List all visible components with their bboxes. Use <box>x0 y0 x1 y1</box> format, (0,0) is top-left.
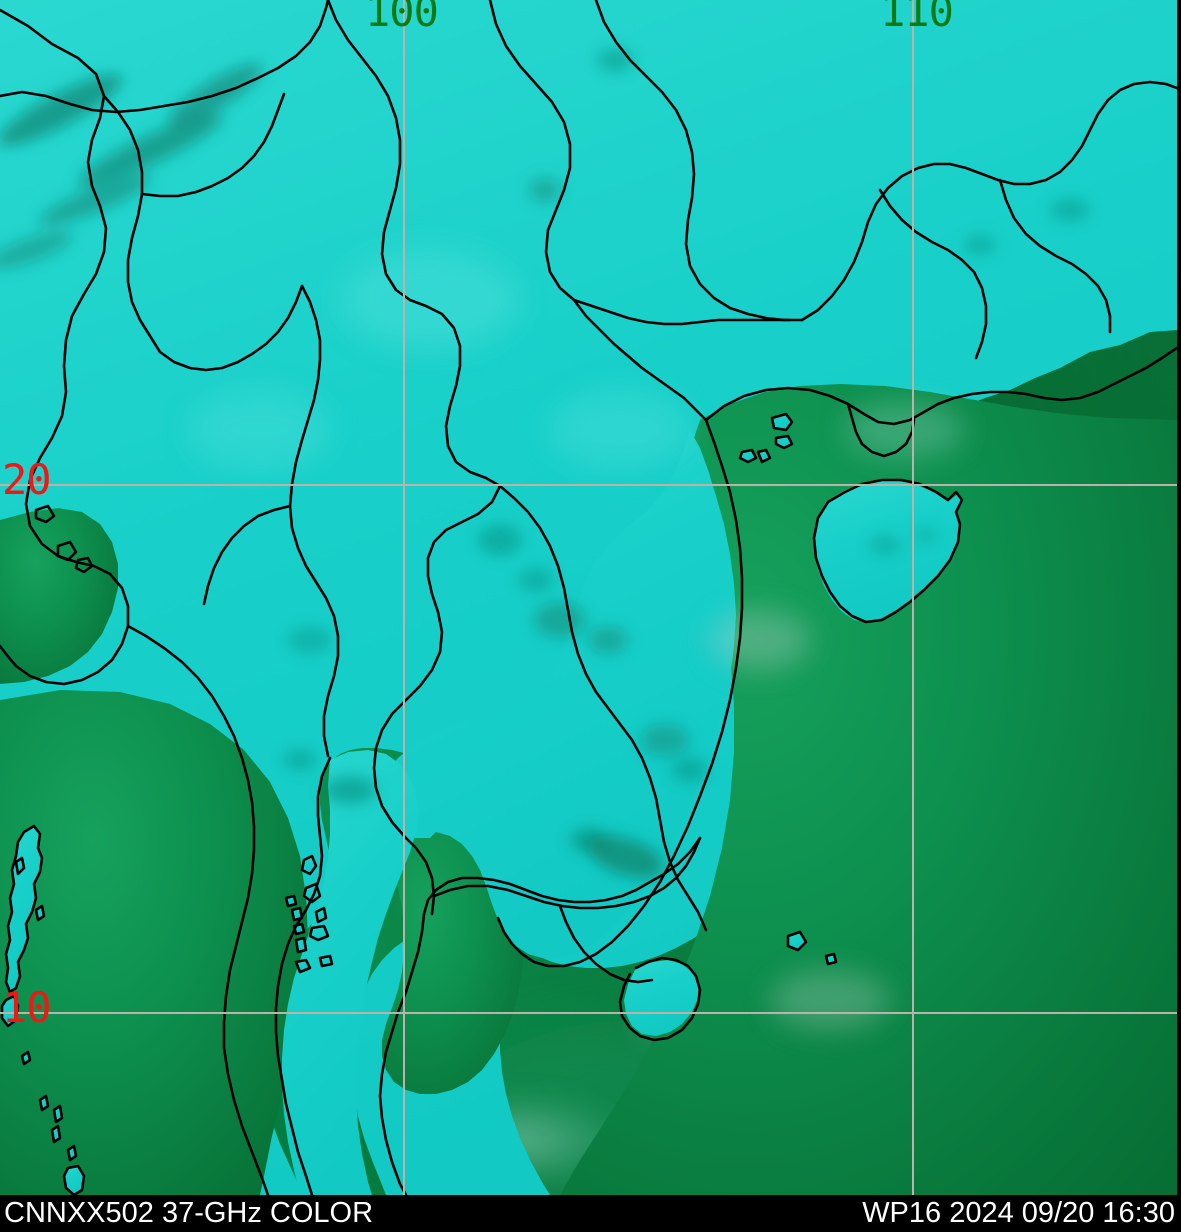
latitude-label-10: 10 <box>2 983 52 1032</box>
gulf-of-thailand-water <box>382 830 524 1094</box>
islet-nicobar-6 <box>66 1144 78 1162</box>
islet-west-coast-5 <box>314 906 328 924</box>
border-china-inland-4 <box>572 298 792 326</box>
islet-nicobar-5 <box>50 1124 62 1144</box>
islet-andaman-3 <box>34 904 46 922</box>
border-china-inland-3 <box>800 80 1177 322</box>
border-thailand-inner <box>202 504 292 606</box>
border-china-inland-1 <box>488 0 576 302</box>
border-myanmar-china <box>326 0 502 488</box>
islet-andaman-2 <box>14 856 26 876</box>
coast-gulf-of-thailand <box>422 836 702 916</box>
islet-west-coast-4 <box>290 906 304 922</box>
coast-south-china <box>704 346 1177 426</box>
border-myanmar-inner-3 <box>288 284 340 758</box>
border-myanmar-inner-4 <box>140 92 286 198</box>
islet-nicobar-3 <box>38 1094 50 1112</box>
border-thailand-laos <box>372 484 502 916</box>
border-myanmar-inner-1 <box>102 94 162 354</box>
border-cambodia-vietnam <box>558 904 654 984</box>
islet-west-coast-2 <box>302 882 322 904</box>
islet-nicobar-2 <box>20 1050 32 1066</box>
coastline-overlay <box>0 0 1177 1195</box>
longitude-label-110: 110 <box>880 0 954 36</box>
islet-tonkin-3 <box>738 448 758 464</box>
coast-thailand-east <box>378 912 426 1195</box>
border-vietnam-china <box>572 298 708 422</box>
islet-west-coast-7 <box>292 922 306 936</box>
map-raster <box>0 0 1177 1195</box>
islet-nicobar-1 <box>0 994 20 1028</box>
islet-phu-quoc <box>786 930 808 952</box>
coast-vietnam-east <box>496 418 744 968</box>
islet-andaman-main <box>4 824 44 994</box>
coast-hainan <box>812 478 964 624</box>
islet-west-coast-6 <box>308 924 330 942</box>
islet-bengal-2 <box>74 556 94 574</box>
storm-timestamp-label: WP16 2024 09/20 16:30 <box>862 1197 1175 1229</box>
islet-bengal-3 <box>34 504 56 524</box>
islet-west-coast-3 <box>284 894 298 908</box>
land-cloud-patches <box>190 250 965 1030</box>
islet-west-coast-8 <box>294 936 308 954</box>
islet-bengal-1 <box>56 540 78 562</box>
border-china-inland-5 <box>998 178 1112 334</box>
andaman-sea-water <box>0 690 308 1195</box>
indochina-landmass <box>374 430 736 958</box>
coast-malay-west <box>274 756 332 1195</box>
islet-west-coast-9 <box>318 954 334 968</box>
satellite-imagery-canvas: 100 110 20 10 <box>0 0 1177 1195</box>
south-china-sea-water <box>560 384 1177 1195</box>
border-cambodia <box>432 836 702 910</box>
islet-gulf-small <box>824 952 838 966</box>
longitude-label-100: 100 <box>365 0 439 36</box>
malay-peninsula <box>282 750 418 1195</box>
product-label: CNNXX502 37-GHz COLOR <box>4 1197 374 1229</box>
border-china-inland-6 <box>878 188 988 360</box>
coast-leizhou <box>846 402 916 458</box>
islet-nicobar-4 <box>52 1104 64 1124</box>
land-terrain-texture <box>0 48 1090 879</box>
coast-tenasserim <box>126 624 270 1195</box>
bay-of-bengal-water <box>0 508 118 684</box>
mekong-delta <box>624 960 698 1036</box>
image-right-edge-strip <box>1177 0 1181 1195</box>
border-myanmar-inner-2 <box>158 284 304 372</box>
islet-west-coast-1 <box>300 854 318 876</box>
coast-myanmar-west <box>0 8 130 686</box>
islet-tonkin-1 <box>770 412 794 432</box>
islet-nicobar-7 <box>62 1164 86 1195</box>
latitude-label-20: 20 <box>2 455 52 504</box>
islet-tonkin-2 <box>774 434 794 450</box>
islet-west-coast-10 <box>294 958 312 974</box>
annotation-bar: CNNXX502 37-GHz COLOR WP16 2024 09/20 16… <box>0 1195 1181 1232</box>
border-myanmar-india <box>0 0 330 114</box>
islet-tonkin-4 <box>756 448 772 464</box>
border-china-inland-2 <box>594 0 804 322</box>
